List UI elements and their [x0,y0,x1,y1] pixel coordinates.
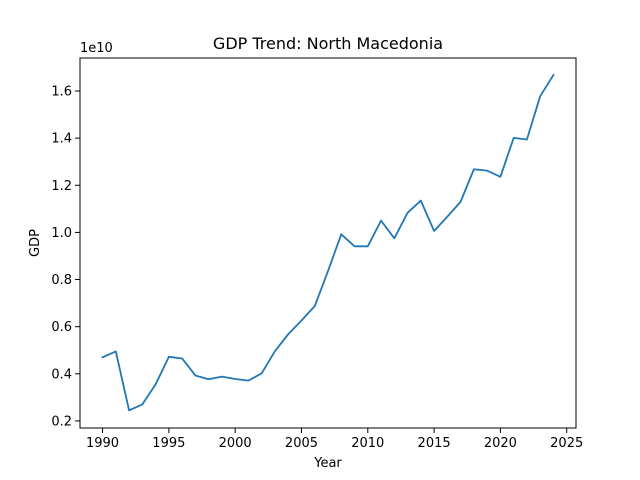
y-tick-label: 0.8 [51,273,72,288]
y-tick-label: 0.2 [51,414,72,429]
x-tick-label: 2025 [550,436,583,451]
y-tick-label: 1.0 [51,226,72,241]
x-tick-label: 1995 [152,436,185,451]
plot-frame [79,57,577,429]
gdp-series-line [101,73,555,412]
x-tick-label: 2010 [351,436,384,451]
x-tick-label: 1990 [86,436,119,451]
y-tick-label: 1.2 [51,179,72,194]
y-tick-label: 0.4 [51,367,72,382]
y-axis-ticks: 0.2 0.4 0.6 0.8 1.0 1.2 1.4 1.6 [51,84,80,429]
x-tick-label: 2005 [285,436,318,451]
y-tick-label: 1.6 [51,84,72,99]
y-axis-label: GDP [28,229,43,257]
x-tick-label: 2020 [484,436,517,451]
x-tick-label: 2015 [418,436,451,451]
y-tick-label: 1.4 [51,132,72,147]
chart-title: GDP Trend: North Macedonia [213,34,443,53]
x-axis-label: Year [313,456,342,471]
series-group [101,73,555,412]
y-axis-offset-label: 1e10 [80,41,113,56]
x-tick-label: 2000 [219,436,252,451]
x-axis-ticks: 1990 1995 2000 2005 2010 2015 2020 2025 [86,428,583,451]
y-tick-label: 0.6 [51,320,72,335]
